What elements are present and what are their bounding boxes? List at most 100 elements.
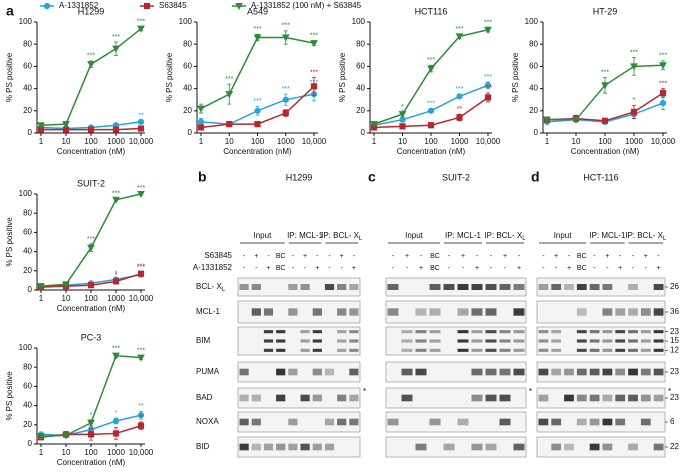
band: [300, 443, 310, 451]
row-label: BAD: [196, 393, 213, 402]
series-line: [40, 28, 142, 126]
y-tick-label: 80: [183, 39, 192, 48]
data-point: [225, 91, 234, 99]
row-label-text: BAD: [196, 393, 213, 402]
band: [640, 368, 651, 376]
band: [602, 330, 613, 334]
significance: *: [115, 272, 118, 279]
row-label: NOXA: [196, 417, 219, 426]
y-tick-label: 40: [23, 84, 32, 93]
data-point: [137, 422, 145, 429]
band: [615, 418, 626, 426]
treatment-sign: +: [503, 253, 507, 260]
band: [276, 330, 286, 334]
chart-title: A549: [247, 6, 268, 16]
treatment-sign: -: [619, 253, 622, 260]
nonspecific-mark: *: [529, 387, 532, 396]
ip2-header-sub: L: [359, 236, 363, 242]
mw-label: 23: [670, 327, 679, 336]
mw-label: 22: [670, 442, 679, 451]
mw-label: 6: [670, 417, 675, 426]
band: [551, 284, 562, 290]
band: [551, 330, 562, 334]
data-point: [456, 93, 463, 100]
blot-frame: [385, 277, 527, 297]
treatment-sign: +: [644, 253, 648, 260]
treatment-sign: -: [632, 265, 635, 272]
treatment-sign: -: [462, 265, 465, 272]
band: [485, 348, 497, 352]
x-tick-label: 10,000: [129, 137, 154, 146]
x-axis-label: Concentration (nM): [57, 304, 126, 313]
band: [387, 308, 399, 316]
treatment-sign: -: [292, 265, 295, 272]
row-label-text: PUMA: [196, 367, 220, 376]
y-tick-label: 80: [529, 39, 538, 48]
band: [499, 368, 511, 376]
x-tick-label: 100: [84, 448, 98, 457]
y-tick-label: 100: [352, 17, 366, 26]
band: [251, 394, 261, 402]
band: [401, 368, 413, 376]
band: [653, 330, 664, 334]
band: [415, 330, 427, 334]
x-tick-label: 1000: [277, 137, 295, 146]
blot-frame: [237, 411, 361, 433]
x-tick-label: 10: [62, 137, 71, 146]
data-point: [310, 40, 318, 48]
treatment-sign: BC: [276, 253, 286, 260]
significance: ***: [282, 23, 290, 30]
band: [276, 339, 286, 343]
treatment-sign: BC: [276, 265, 286, 272]
y-tick-label: 0: [28, 285, 33, 294]
treatment-sign: +: [461, 253, 465, 260]
data-point: [484, 82, 492, 89]
row-label-text: BID: [196, 442, 210, 451]
band: [429, 284, 441, 290]
band: [276, 368, 286, 376]
band: [513, 330, 525, 334]
treatment-sign: -: [392, 265, 395, 272]
series: [37, 125, 145, 133]
band: [443, 284, 455, 290]
band: [640, 394, 651, 402]
band: [457, 418, 469, 426]
data-point: [456, 114, 463, 121]
mw-label: 15: [670, 336, 679, 345]
band: [239, 418, 249, 426]
significance: ***: [310, 69, 318, 76]
significance: **: [138, 113, 144, 120]
row-label-text: BCL- X: [196, 282, 222, 291]
band: [401, 394, 413, 402]
treatment-sign: +: [475, 265, 479, 272]
significance: ***: [484, 85, 492, 92]
significance: ***: [225, 76, 233, 83]
x-tick-label: 1: [39, 448, 44, 457]
chart-title: H1299: [78, 6, 105, 16]
blot-frame: [237, 361, 361, 383]
band: [513, 443, 525, 451]
row-label: BIM: [196, 336, 211, 345]
y-tick-label: 0: [188, 128, 193, 137]
band: [251, 418, 261, 426]
band: [457, 330, 469, 334]
data-point: [370, 121, 378, 129]
treatment-sign: -: [255, 265, 258, 272]
band: [576, 330, 587, 334]
data-point: [62, 432, 70, 440]
treatment-label: S63845: [204, 251, 232, 260]
data-point: [630, 108, 638, 116]
band: [589, 348, 600, 352]
band: [443, 443, 455, 451]
ip1-header: IP: MCL-1: [445, 231, 482, 240]
band: [337, 348, 347, 352]
band: [485, 339, 497, 343]
treatment-sign: +: [419, 265, 423, 272]
chart-title: HT-29: [593, 6, 618, 16]
data-point: [137, 354, 145, 362]
y-tick-label: 0: [534, 128, 539, 137]
treatment-sign: -: [606, 265, 609, 272]
treatment-sign: -: [406, 265, 409, 272]
significance: ***: [137, 185, 145, 192]
treatment-sign: -: [267, 253, 270, 260]
